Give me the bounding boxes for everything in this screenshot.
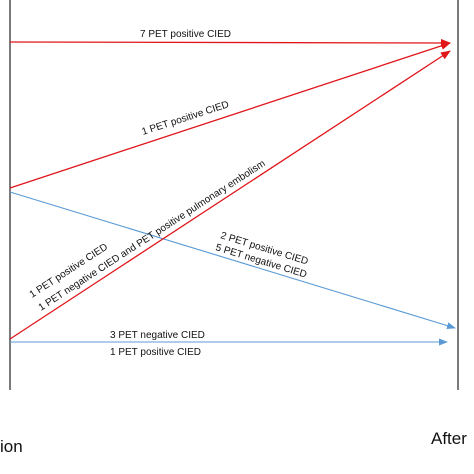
arrow-blue-diagonal (9, 191, 456, 330)
arrow-red-top (9, 38, 451, 47)
arrow-red-upper-diagonal (9, 42, 451, 189)
before-label: ion (0, 437, 23, 456)
red-top-label: 7 PET positive CIED (140, 29, 231, 40)
after-label: After (431, 429, 467, 448)
arrow-red-lower-diagonal (9, 50, 451, 340)
blue-bottom-label-1: 3 PET negative CIED (110, 330, 205, 341)
red-upper-diagonal-label: 1 PET positive CIED (141, 99, 231, 138)
blue-bottom-label-2: 1 PET positive CIED (110, 347, 201, 358)
